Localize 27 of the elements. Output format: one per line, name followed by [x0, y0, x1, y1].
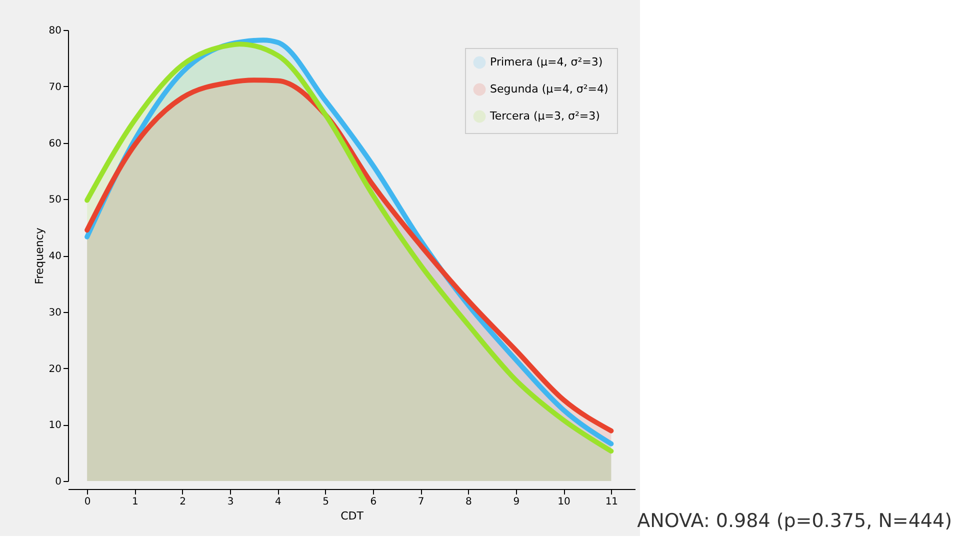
x-tick-label: 1 [132, 496, 138, 508]
y-tick-label: 30 [48, 307, 62, 318]
y-tick-label: 10 [48, 420, 62, 432]
x-tick-label: 7 [418, 496, 424, 508]
y-tick-label: 70 [48, 82, 62, 93]
legend-label: Primera (μ=4, σ²=3) [490, 56, 603, 68]
y-tick-label: 50 [48, 194, 62, 206]
x-tick-label: 10 [558, 496, 570, 508]
text: ANOVA: 0.984 (p=0.375, N=444) [637, 510, 952, 532]
x-tick-label: 0 [84, 496, 91, 508]
y-axis-title: Frequency [32, 227, 46, 284]
y-tick-label: 20 [48, 364, 62, 375]
x-tick-label: 5 [322, 496, 329, 508]
y-tick-label: 0 [55, 476, 62, 488]
x-tick-label: 8 [466, 496, 472, 508]
y-tick-label: 60 [48, 138, 62, 150]
x-axis-title: CDT [340, 510, 364, 522]
x-tick-label: 11 [605, 496, 618, 508]
x-tick-label: 3 [227, 496, 234, 508]
x-tick-label: 4 [274, 496, 282, 508]
x-tick-label: 9 [513, 496, 520, 508]
y-tick-label: 80 [48, 26, 62, 36]
legend-label: Tercera (μ=3, σ²=3) [489, 110, 600, 122]
x-tick-label: 6 [370, 496, 377, 508]
x-tick-label: 2 [180, 496, 186, 508]
y-tick-label: 40 [48, 251, 62, 262]
legend-label: Segunda (μ=4, σ²=4) [490, 82, 608, 96]
